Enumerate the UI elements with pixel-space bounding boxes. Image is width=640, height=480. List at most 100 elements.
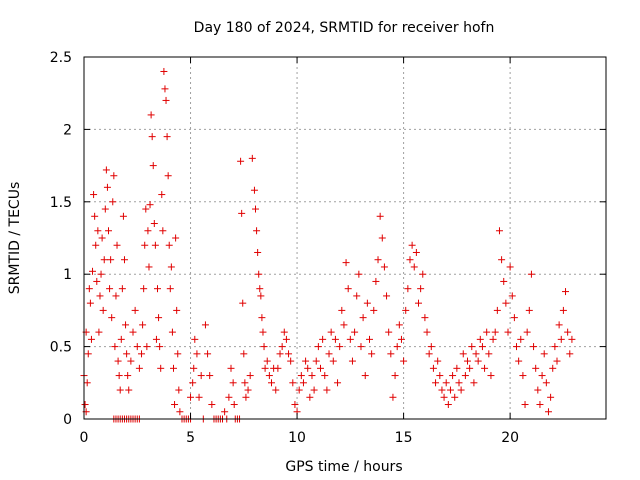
- data-point: [258, 314, 266, 322]
- data-points: [80, 67, 576, 423]
- data-point: [131, 306, 139, 314]
- data-point: [263, 357, 271, 365]
- data-point: [118, 285, 126, 293]
- data-point: [238, 209, 246, 217]
- chart-title: Day 180 of 2024, SRMTID for receiver hof…: [194, 20, 495, 36]
- data-point: [193, 350, 201, 358]
- data-point: [329, 357, 337, 365]
- data-point: [370, 306, 378, 314]
- data-point: [242, 393, 250, 401]
- data-point: [429, 364, 437, 372]
- data-point: [553, 357, 561, 365]
- data-point: [459, 350, 467, 358]
- data-point: [336, 343, 344, 351]
- x-tick-label: 15: [395, 430, 413, 446]
- data-point: [122, 321, 130, 329]
- data-point: [383, 292, 391, 300]
- data-point: [304, 364, 312, 372]
- data-point: [515, 357, 523, 365]
- data-point: [344, 285, 352, 293]
- data-point: [230, 401, 238, 409]
- data-point: [510, 314, 518, 322]
- data-point: [112, 292, 120, 300]
- data-point: [145, 263, 153, 271]
- data-point: [123, 350, 131, 358]
- data-point: [96, 292, 104, 300]
- data-point: [260, 343, 268, 351]
- data-point: [139, 321, 147, 329]
- data-point: [493, 306, 501, 314]
- y-tick-label: 2.5: [50, 50, 72, 66]
- data-point: [346, 335, 354, 343]
- data-point: [274, 364, 282, 372]
- y-tick-label: 0: [63, 412, 72, 428]
- data-point: [366, 335, 374, 343]
- data-point: [90, 191, 98, 199]
- data-point: [438, 386, 446, 394]
- data-point: [89, 267, 97, 275]
- data-point: [540, 350, 548, 358]
- data-point: [135, 364, 143, 372]
- data-point: [395, 321, 403, 329]
- data-point: [404, 285, 412, 293]
- data-point: [125, 386, 133, 394]
- data-point: [427, 343, 435, 351]
- data-point: [495, 227, 503, 235]
- data-point: [513, 343, 521, 351]
- data-point: [412, 248, 420, 256]
- data-point: [94, 227, 102, 235]
- data-point: [147, 111, 155, 119]
- data-point: [255, 270, 263, 278]
- data-point: [389, 393, 397, 401]
- data-point: [191, 335, 199, 343]
- data-point: [376, 212, 384, 220]
- data-point: [165, 241, 173, 249]
- data-point: [557, 335, 565, 343]
- data-point: [549, 364, 557, 372]
- data-point: [314, 343, 322, 351]
- data-point: [380, 263, 388, 271]
- data-point: [397, 335, 405, 343]
- data-point: [159, 227, 167, 235]
- data-point: [146, 201, 154, 209]
- data-point: [253, 227, 261, 235]
- data-point: [103, 183, 111, 191]
- data-point: [538, 372, 546, 380]
- data-point: [408, 241, 416, 249]
- data-point: [489, 335, 497, 343]
- data-point: [259, 328, 267, 336]
- data-point: [487, 372, 495, 380]
- data-point: [141, 241, 149, 249]
- data-point: [115, 372, 123, 380]
- data-point: [449, 372, 457, 380]
- data-point: [334, 379, 342, 387]
- y-axis-label: SRMTID / TECUs: [7, 182, 23, 295]
- data-point: [173, 306, 181, 314]
- data-point: [483, 328, 491, 336]
- data-point: [282, 335, 290, 343]
- data-point: [221, 408, 229, 416]
- data-point: [124, 372, 132, 380]
- data-point: [342, 259, 350, 267]
- data-point: [359, 314, 367, 322]
- data-point: [532, 364, 540, 372]
- data-point: [331, 335, 339, 343]
- data-point: [138, 350, 146, 358]
- data-point: [372, 277, 380, 285]
- data-point: [368, 350, 376, 358]
- data-point: [415, 299, 423, 307]
- data-point: [562, 288, 570, 296]
- data-point: [421, 314, 429, 322]
- data-point: [461, 372, 469, 380]
- data-point: [470, 379, 478, 387]
- axis-ticks: 0 5 10 15 20 0 0.5 1 1.5 2 2.5: [50, 50, 606, 446]
- data-point: [250, 186, 258, 194]
- data-point: [100, 256, 108, 264]
- data-point: [107, 256, 115, 264]
- data-point: [84, 350, 92, 358]
- data-point: [363, 299, 371, 307]
- data-point: [500, 277, 508, 285]
- data-point: [143, 343, 151, 351]
- data-point: [466, 364, 474, 372]
